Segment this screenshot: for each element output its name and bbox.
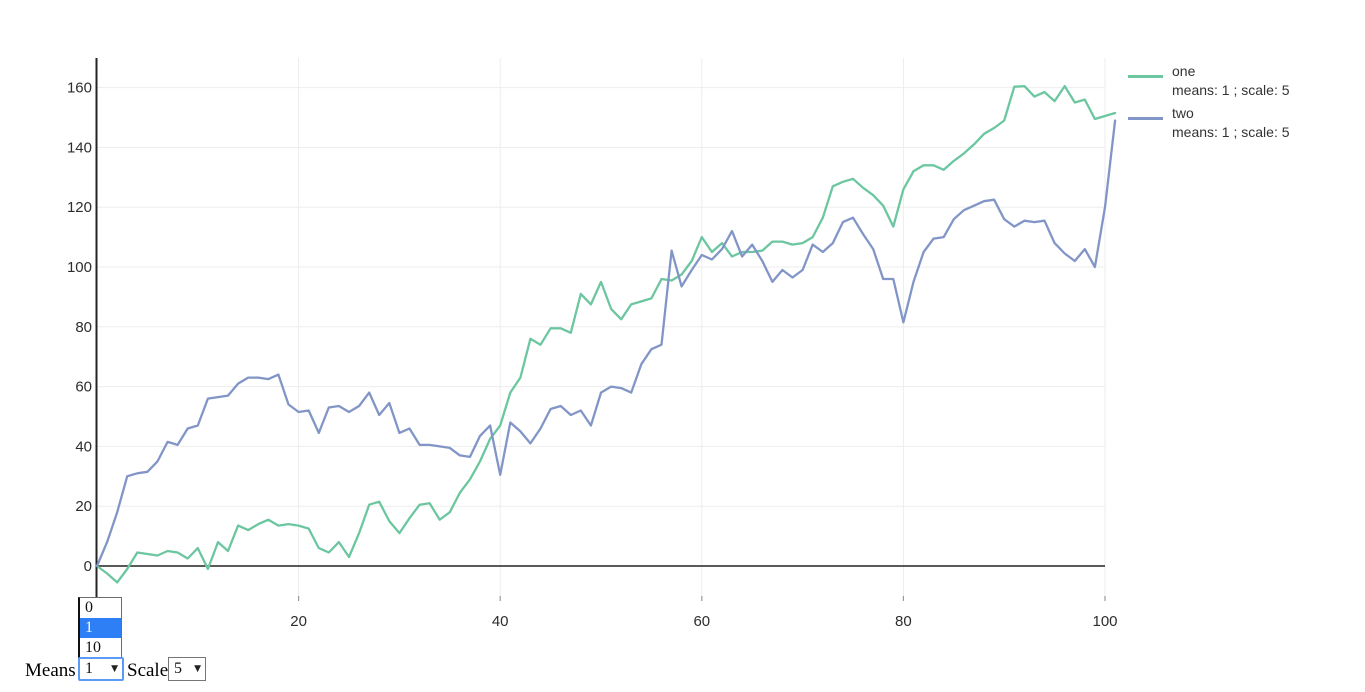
svg-text:80: 80 [895,613,912,630]
means-dropdown-popup: 0 1 10 [78,597,122,659]
svg-text:140: 140 [67,139,92,156]
svg-text:100: 100 [1092,613,1117,630]
svg-text:100: 100 [67,259,92,276]
svg-text:40: 40 [492,613,509,630]
svg-text:40: 40 [75,438,92,455]
svg-text:60: 60 [693,613,710,630]
svg-text:80: 80 [75,319,92,336]
svg-text:20: 20 [290,613,307,630]
series-two-name: two [1172,105,1194,121]
means-select-value: 1 [85,660,93,677]
scale-label: Scale [127,660,169,681]
svg-text:20: 20 [75,498,92,515]
series-two-line-swatch [1128,117,1163,120]
scale-select[interactable]: 5 ▼ [168,657,206,681]
svg-text:120: 120 [67,199,92,216]
means-label: Means [25,660,76,681]
series-one-line-swatch [1128,75,1163,78]
chevron-down-icon: ▼ [111,664,118,674]
series-one-name: one [1172,63,1196,79]
svg-text:60: 60 [75,379,92,396]
series-one-params: means: 1 ; scale: 5 [1172,82,1290,98]
svg-text:0: 0 [84,558,92,575]
chart-legend: one means: 1 ; scale: 5 two means: 1 ; s… [1128,62,1348,146]
dropdown-option-1-selected[interactable]: 1 [80,618,121,638]
means-select[interactable]: 1 ▼ [78,657,124,681]
svg-text:160: 160 [67,80,92,97]
dropdown-option-0[interactable]: 0 [80,598,121,618]
dropdown-option-10[interactable]: 10 [80,638,121,658]
legend-entry-one: one means: 1 ; scale: 5 [1128,62,1348,100]
scale-select-value: 5 [174,660,182,677]
legend-entry-two: two means: 1 ; scale: 5 [1128,104,1348,142]
chevron-down-icon: ▼ [194,664,201,674]
series-two-params: means: 1 ; scale: 5 [1172,124,1290,140]
